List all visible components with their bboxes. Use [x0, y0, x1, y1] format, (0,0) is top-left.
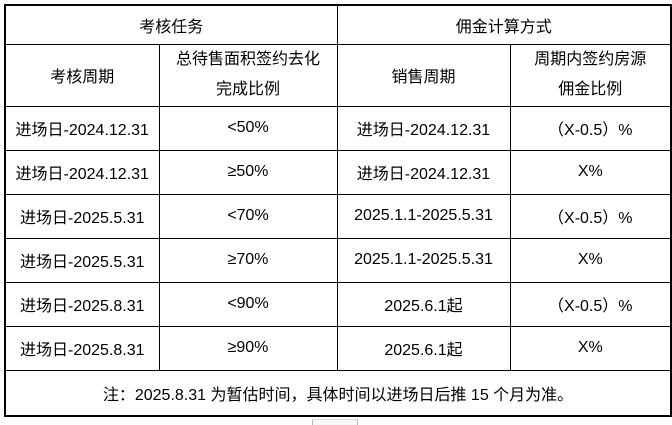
cell-sales-period: 进场日-2024.12.31: [336, 149, 511, 195]
header-commission-rate: 周期内签约房源 佣金比例: [509, 43, 672, 107]
cell-commission-rate: （X-0.5）%: [509, 281, 672, 327]
cell-assessment-period: 进场日-2025.8.31: [4, 325, 160, 371]
header-commission-rate-line2: 佣金比例: [558, 81, 623, 98]
cell-sales-period: 2025.6.1起: [336, 325, 511, 371]
cell-assessment-period: 进场日-2025.8.31: [4, 281, 160, 327]
table-row: 进场日-2025.5.31 <70% 2025.1.1-2025.5.31 （X…: [4, 193, 672, 239]
header-column-row: 考核周期 总待售面积签约去化 完成比例 销售周期 周期内签约房源 佣金比例: [4, 43, 672, 107]
header-sales-period: 销售周期: [336, 43, 511, 107]
cell-completion-ratio: ≥70%: [158, 237, 338, 283]
cell-completion-ratio: <90%: [158, 281, 338, 327]
cell-sales-period: 2025.6.1起: [336, 281, 511, 327]
header-assessment-task: 考核任务: [4, 4, 338, 45]
scrollbar-thumb-artifact: [312, 419, 358, 425]
cell-sales-period: 2025.1.1-2025.5.31: [336, 237, 511, 283]
cell-completion-ratio: <50%: [158, 105, 338, 151]
cell-commission-rate: （X-0.5）%: [509, 193, 672, 239]
header-commission-method: 佣金计算方式: [336, 4, 672, 45]
header-commission-rate-line1: 周期内签约房源: [534, 51, 647, 68]
header-assessment-period: 考核周期: [4, 43, 160, 107]
table-row: 进场日-2025.5.31 ≥70% 2025.1.1-2025.5.31 X%: [4, 237, 672, 283]
table-row: 进场日-2024.12.31 ≥50% 进场日-2024.12.31 X%: [4, 149, 672, 195]
cell-commission-rate: （X-0.5）%: [509, 105, 672, 151]
header-group-row: 考核任务 佣金计算方式: [4, 4, 672, 45]
header-completion-ratio-line2: 完成比例: [216, 81, 281, 98]
cell-sales-period: 进场日-2024.12.31: [336, 105, 511, 151]
cell-commission-rate: X%: [509, 237, 672, 283]
cell-assessment-period: 进场日-2025.5.31: [4, 193, 160, 239]
cell-completion-ratio: <70%: [158, 193, 338, 239]
cell-commission-rate: X%: [509, 325, 672, 371]
cell-assessment-period: 进场日-2025.5.31: [4, 237, 160, 283]
cell-assessment-period: 进场日-2024.12.31: [4, 149, 160, 195]
cell-assessment-period: 进场日-2024.12.31: [4, 105, 160, 151]
header-completion-ratio: 总待售面积签约去化 完成比例: [158, 43, 338, 107]
cell-commission-rate: X%: [509, 149, 672, 195]
cell-completion-ratio: ≥50%: [158, 149, 338, 195]
cell-completion-ratio: ≥90%: [158, 325, 338, 371]
note-row: 注：2025.8.31 为暂估时间，具体时间以进场日后推 15 个月为准。: [4, 369, 672, 417]
table-row: 进场日-2025.8.31 <90% 2025.6.1起 （X-0.5）%: [4, 281, 672, 327]
footnote-text: 注：2025.8.31 为暂估时间，具体时间以进场日后推 15 个月为准。: [4, 369, 672, 417]
table-row: 进场日-2025.8.31 ≥90% 2025.6.1起 X%: [4, 325, 672, 371]
cell-sales-period: 2025.1.1-2025.5.31: [336, 193, 511, 239]
commission-rules-table: 考核任务 佣金计算方式 考核周期 总待售面积签约去化 完成比例 销售周期 周期内…: [4, 4, 672, 417]
header-completion-ratio-line1: 总待售面积签约去化: [176, 51, 321, 68]
table-row: 进场日-2024.12.31 <50% 进场日-2024.12.31 （X-0.…: [4, 105, 672, 151]
